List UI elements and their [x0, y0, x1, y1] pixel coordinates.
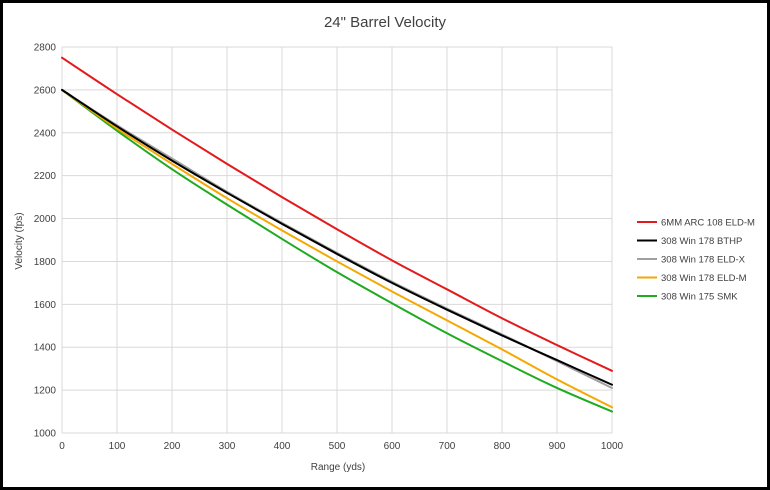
y-tick-label: 1000 — [34, 429, 57, 440]
x-tick-labels: 0 100 200 300 400 500 600 700 800 900 1000 — [59, 441, 623, 452]
chart-title: 24" Barrel Velocity — [324, 14, 447, 31]
y-tick-label: 2000 — [34, 214, 57, 225]
x-tick-label: 0 — [59, 441, 65, 452]
y-tick-label: 1600 — [34, 300, 57, 311]
y-tick-label: 2800 — [34, 43, 57, 54]
x-tick-label: 200 — [164, 441, 181, 452]
y-tick-label: 1800 — [34, 257, 57, 268]
series-line-6mm-arc-108-eld-m — [61, 56, 613, 372]
series-lines — [61, 56, 613, 413]
y-tick-label: 2400 — [34, 128, 57, 139]
y-tick-label: 1200 — [34, 386, 57, 397]
x-tick-label: 800 — [494, 441, 511, 452]
series-line-308-win-175-smk — [61, 88, 613, 413]
x-tick-label: 100 — [109, 441, 126, 452]
legend-label: 6MM ARC 108 ELD-M — [661, 218, 755, 229]
series-line-308-win-178-eld-m — [61, 88, 613, 409]
x-tick-label: 1000 — [601, 441, 624, 452]
x-tick-label: 900 — [549, 441, 566, 452]
x-tick-label: 400 — [274, 441, 291, 452]
legend-label: 308 Win 178 ELD-X — [661, 255, 746, 266]
y-axis-label: Velocity (fps) — [14, 212, 25, 269]
grid — [61, 46, 613, 434]
legend-label: 308 Win 175 SMK — [661, 292, 738, 303]
y-tick-label: 1400 — [34, 343, 57, 354]
y-tick-labels: 1000 1200 1400 1600 1800 2000 2200 2400 2600 2800 — [34, 43, 57, 440]
legend: 6MM ARC 108 ELD-M 308 Win 178 BTHP 308 Win… — [637, 218, 755, 303]
series-line-308-win-178-bthp — [61, 88, 613, 386]
x-axis-label: Range (yds) — [311, 462, 365, 473]
x-tick-label: 700 — [439, 441, 456, 452]
legend-label: 308 Win 178 BTHP — [661, 236, 742, 247]
x-tick-label: 300 — [219, 441, 236, 452]
y-tick-label: 2600 — [34, 85, 57, 96]
legend-label: 308 Win 178 ELD-M — [661, 273, 747, 284]
x-tick-label: 500 — [329, 441, 346, 452]
y-tick-label: 2200 — [34, 171, 57, 182]
x-tick-label: 600 — [384, 441, 401, 452]
